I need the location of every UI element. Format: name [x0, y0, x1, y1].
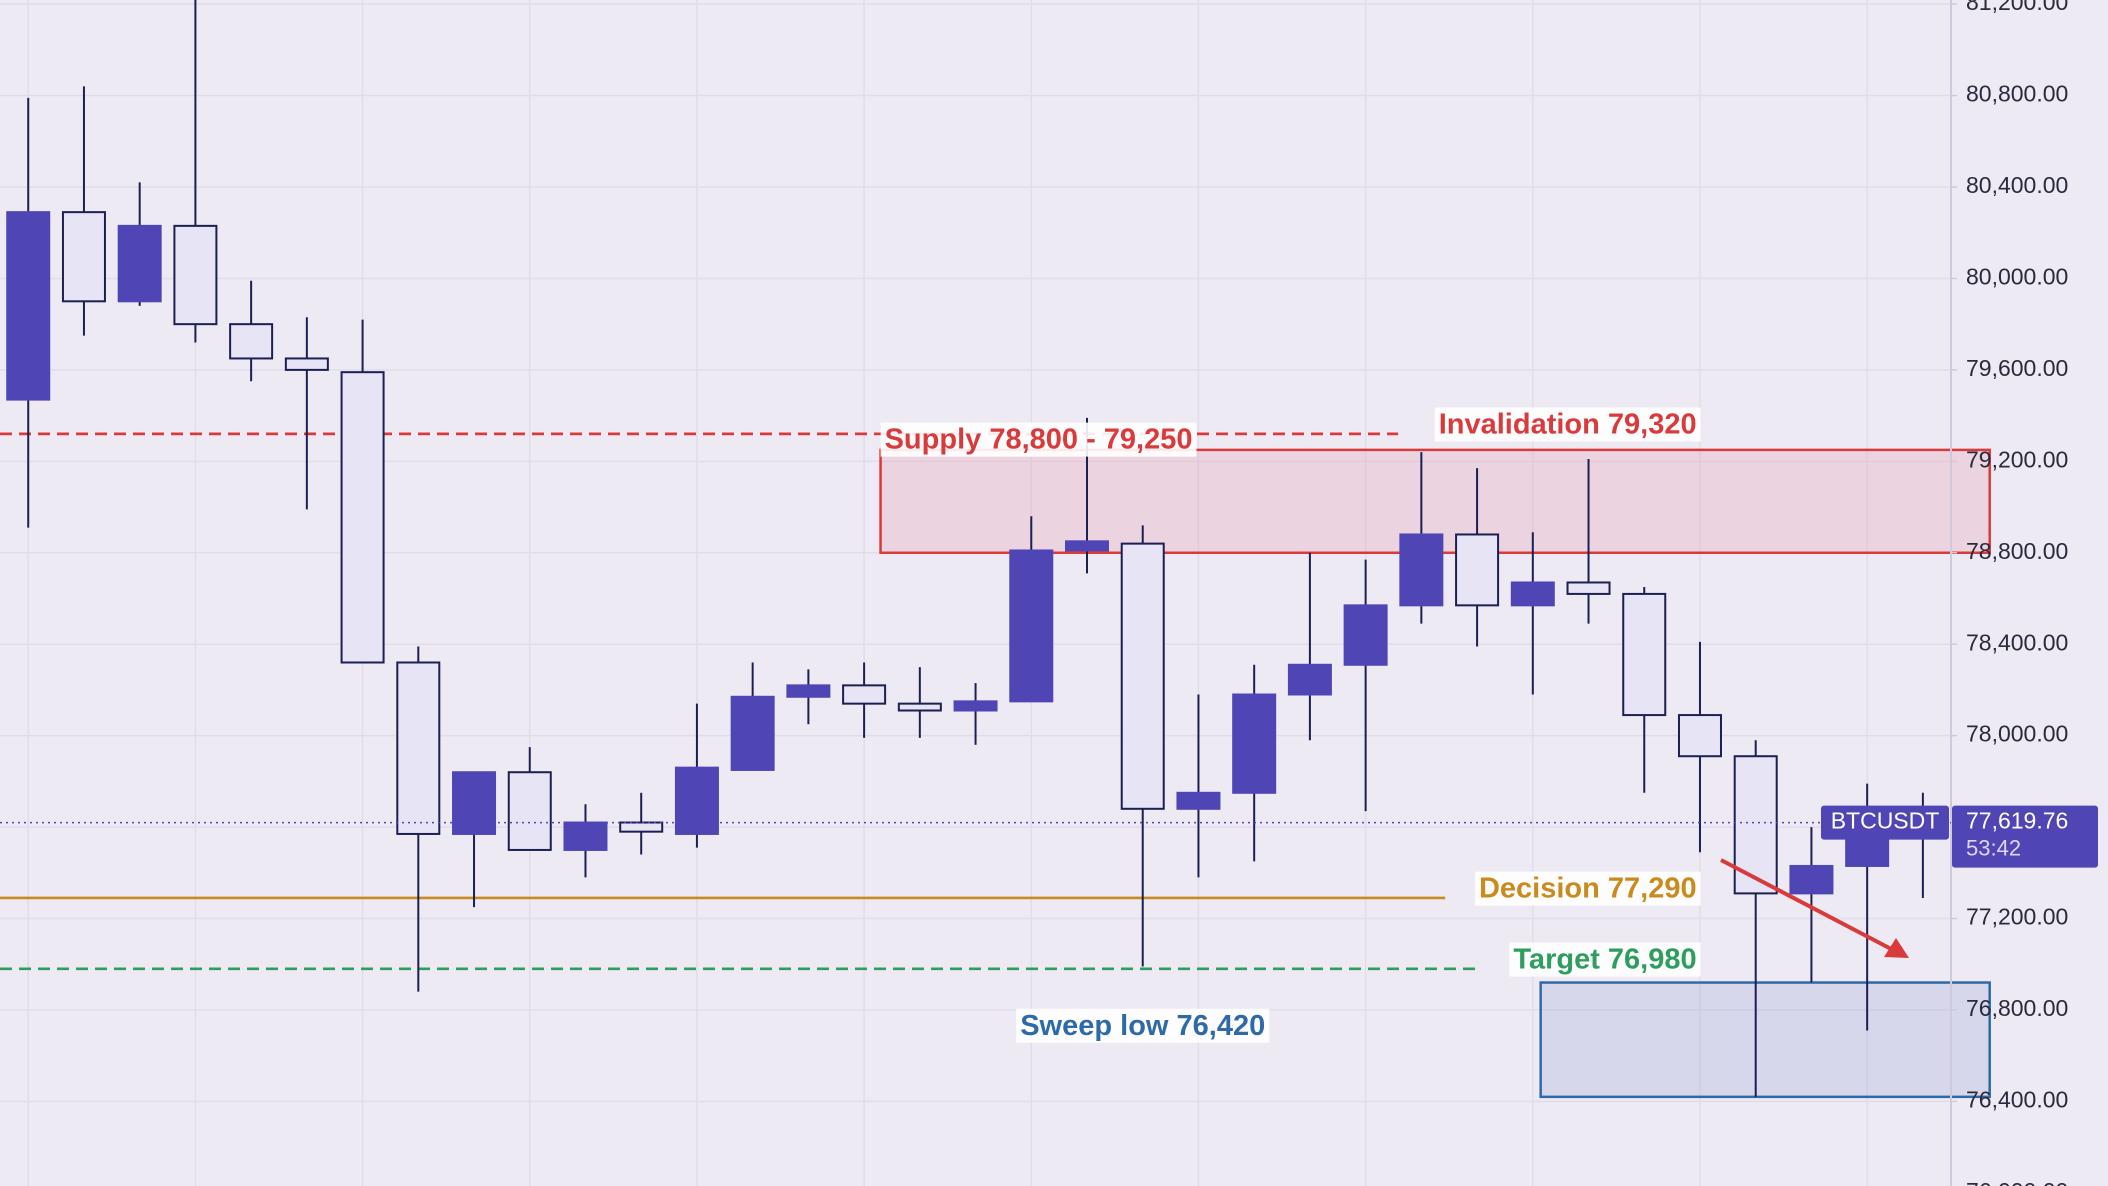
candle-body-down: [284, 357, 329, 371]
annotations: Invalidation 79,320 Decision 77,290 Target…: [880, 407, 1909, 1043]
candle-body-down: [1677, 714, 1722, 758]
candle-body-up: [674, 766, 719, 835]
arrow-head: [1884, 938, 1909, 958]
y-tick-label: 80,000.00: [1966, 264, 2068, 290]
candle-body-up: [1287, 663, 1332, 696]
y-tick-label: 78,400.00: [1966, 629, 2068, 655]
label-background: [1509, 942, 1701, 977]
y-tick-label: 80,800.00: [1966, 81, 2068, 107]
candle-body-down: [229, 323, 274, 360]
candle-body-up: [1009, 549, 1054, 703]
symbol-label: BTCUSDT: [1831, 808, 1940, 834]
price-tag: [1952, 805, 2098, 868]
candle-body-up: [1176, 791, 1221, 810]
candle-body-down: [842, 684, 887, 705]
candle-body-up: [1343, 604, 1388, 666]
candle-body-down: [61, 211, 106, 303]
countdown-label: 53:42: [1966, 835, 2021, 860]
candle-body-down: [396, 661, 441, 835]
candle-body-down: [173, 224, 218, 326]
candle-body-up: [1065, 540, 1110, 552]
y-tick-label: 79,600.00: [1966, 355, 2068, 381]
level-label: Target 76,980: [1513, 943, 1696, 975]
candle-body-up: [563, 821, 608, 851]
candle-body-up: [452, 771, 497, 835]
level-label: Decision 77,290: [1479, 873, 1697, 905]
y-tick-label: 76,800.00: [1966, 995, 2068, 1021]
candle-body-up: [1789, 864, 1834, 895]
candle-body-up: [117, 224, 162, 303]
candle-body-down: [340, 371, 385, 664]
candle-body-up: [1510, 581, 1555, 607]
candle-body-up: [1232, 693, 1277, 794]
y-tick-label: 77,200.00: [1966, 904, 2068, 930]
candle-body-down: [1733, 755, 1778, 895]
y-tick-label: 76,400.00: [1966, 1086, 2068, 1112]
label-background: [880, 422, 1197, 457]
zone-label: Sweep low 76,420: [1020, 1010, 1265, 1042]
candle-body-up: [953, 700, 998, 712]
candle-body-down: [507, 771, 552, 851]
candle-body-up: [1399, 533, 1444, 607]
candle-body-down: [619, 821, 664, 833]
candle-body-down: [1566, 581, 1611, 595]
zone-box: [1539, 981, 1991, 1099]
symbol-tag: [1821, 805, 1949, 840]
price-label: 77,619.76: [1966, 808, 2068, 834]
level-label: Invalidation 79,320: [1439, 409, 1697, 441]
candle-body-up: [6, 211, 51, 401]
zones: [879, 448, 1991, 1099]
y-tick-label: 78,800.00: [1966, 538, 2068, 564]
candle-body-up: [730, 695, 775, 771]
candle-body-down: [897, 702, 942, 712]
candle-body-down: [1622, 592, 1667, 717]
y-tick-label: 79,200.00: [1966, 446, 2068, 472]
y-tick-label: 78,000.00: [1966, 721, 2068, 747]
candle-body-down: [1455, 533, 1500, 607]
y-tick-label: 81,200.00: [1966, 0, 2068, 15]
candle-body-up: [786, 684, 831, 698]
y-tick-label: 80,400.00: [1966, 172, 2068, 198]
label-background: [1016, 1008, 1270, 1043]
candles: [6, 0, 1945, 1097]
y-tick-label: 76,000.00: [1966, 1178, 2068, 1186]
candle-body-down: [1120, 542, 1165, 810]
zone-label: Supply 78,800 - 79,250: [885, 424, 1193, 456]
label-background: [1434, 407, 1701, 442]
projection-arrow: [1720, 858, 1896, 953]
label-background: [1474, 871, 1701, 906]
